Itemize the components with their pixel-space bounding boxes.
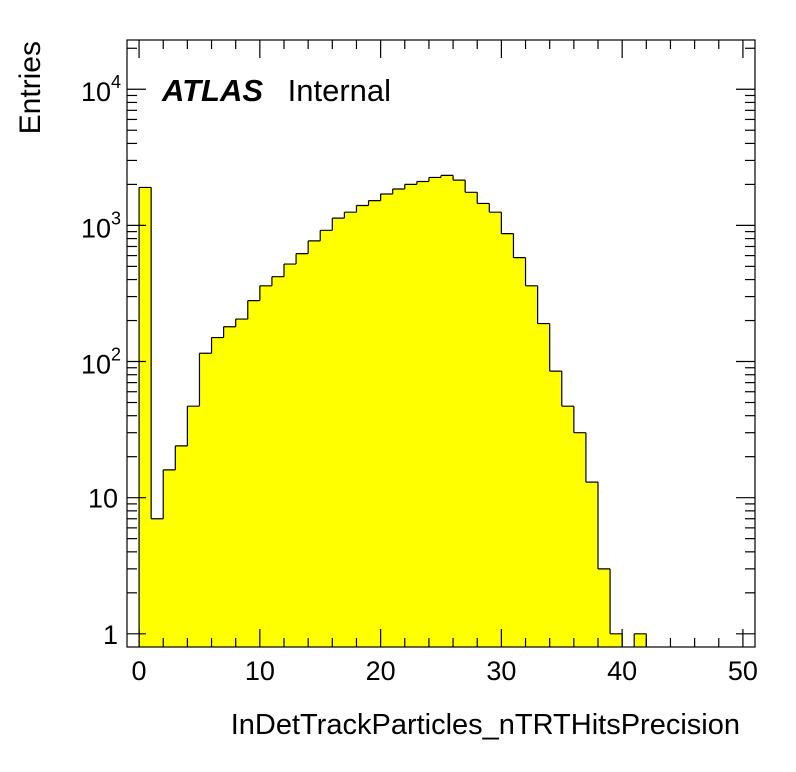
histogram-bar <box>151 518 164 647</box>
histogram-outline <box>138 174 647 647</box>
histogram-bar <box>513 257 526 647</box>
histogram-bar <box>610 633 623 647</box>
x-tick-label: 0 <box>132 656 147 686</box>
histogram-bar <box>296 253 309 648</box>
plot-frame <box>126 39 756 648</box>
histogram-bar <box>368 200 382 648</box>
internal-label: Internal <box>288 73 391 108</box>
x-tick-label: 30 <box>486 656 516 686</box>
x-axis-label: InDetTrackParticles_nTRTHitsPrecision <box>231 709 740 741</box>
histogram-bar <box>259 285 273 647</box>
histogram-bar <box>356 205 369 647</box>
tick-labels: 0 10 20 30 40 50 1 10 102 103 104 <box>81 72 758 686</box>
histogram-bar <box>199 353 212 647</box>
histogram-bar <box>223 326 237 647</box>
histogram-bar <box>573 432 587 647</box>
histogram-bar <box>284 264 297 647</box>
histogram-bar <box>187 406 200 647</box>
histogram-bar <box>320 230 333 648</box>
histogram-bar <box>465 192 478 647</box>
histogram-bar <box>501 233 514 647</box>
histogram-bar <box>537 323 551 647</box>
y-tick-label: 102 <box>81 345 121 380</box>
histogram-bar <box>489 212 502 647</box>
histogram-bar <box>404 184 418 647</box>
histogram-bar <box>247 300 261 647</box>
histogram-bar <box>235 319 249 647</box>
y-tick-label: 104 <box>81 72 121 107</box>
histogram-bar <box>416 181 430 648</box>
histogram-bar <box>380 194 394 647</box>
histogram-bar <box>139 187 152 647</box>
histogram-bar <box>308 240 321 648</box>
histogram-bar <box>163 469 176 647</box>
atlas-annotation: ATLAS Internal <box>161 73 391 108</box>
histogram-bar <box>453 180 466 648</box>
histogram-bar <box>344 212 357 647</box>
histogram-bar <box>549 371 563 647</box>
histogram-bar <box>175 445 188 647</box>
histogram-bar <box>525 285 539 647</box>
histogram-bar <box>392 189 406 647</box>
x-tick-label: 10 <box>245 656 275 686</box>
x-tick-label: 20 <box>366 656 396 686</box>
atlas-label: ATLAS <box>161 73 263 108</box>
histogram-bar <box>441 175 454 647</box>
histogram-bars <box>139 175 647 648</box>
x-tick-label: 40 <box>607 656 637 686</box>
axis-ticks <box>127 40 755 647</box>
histogram-bar <box>585 482 599 647</box>
histogram-bar <box>211 337 225 647</box>
y-tick-label: 103 <box>81 208 121 243</box>
histogram-bar <box>271 276 285 647</box>
histogram-bar <box>634 633 647 647</box>
y-tick-label: 10 <box>88 484 118 514</box>
histogram-bar <box>332 218 345 647</box>
y-tick-label: 1 <box>103 620 118 650</box>
histogram-bar <box>477 203 490 647</box>
histogram-bar <box>428 177 442 647</box>
x-tick-label: 50 <box>728 656 758 686</box>
histogram-bar <box>598 568 611 647</box>
histogram-bar <box>561 406 575 647</box>
y-axis-label: Entries <box>14 41 47 134</box>
